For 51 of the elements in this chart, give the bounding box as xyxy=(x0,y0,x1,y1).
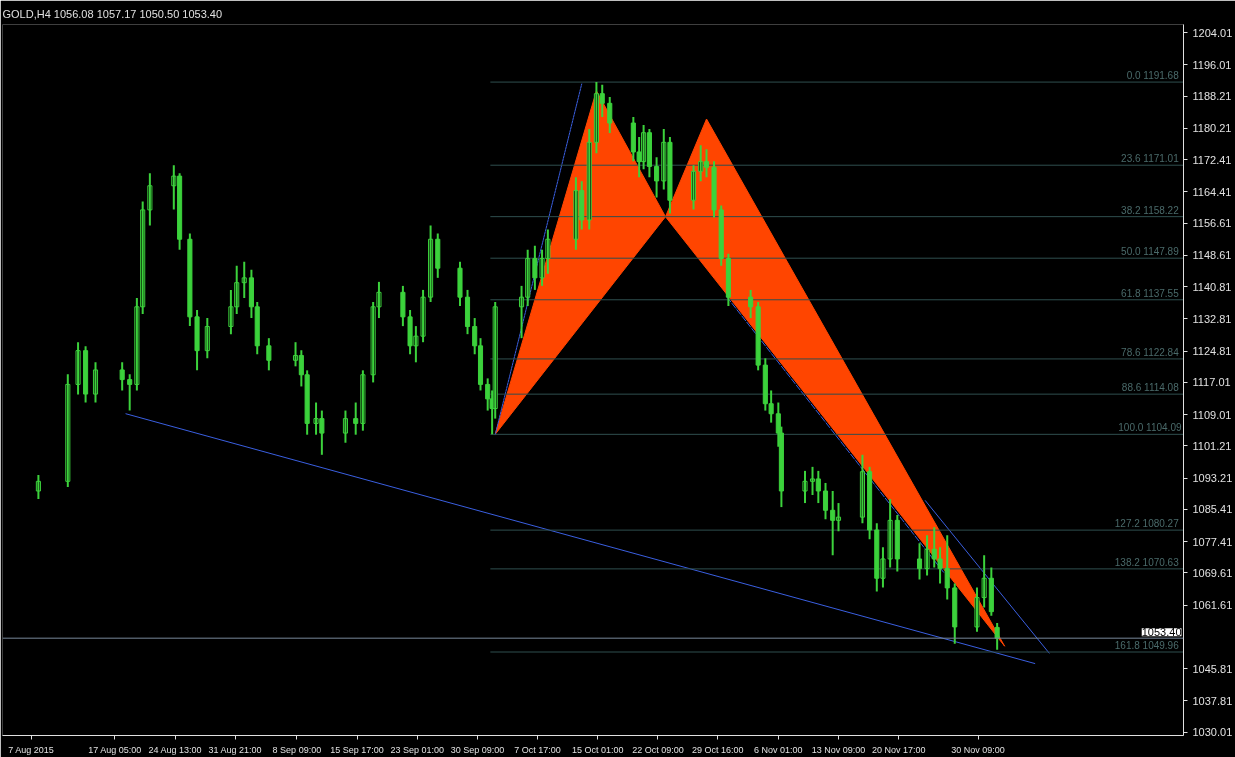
y-tick-label: 1140.81 xyxy=(1192,280,1232,293)
y-tick-label: 1124.81 xyxy=(1192,345,1232,358)
x-tick-label: 31 Aug 21:00 xyxy=(208,744,262,755)
y-tick-label: 1132.81 xyxy=(1192,312,1232,325)
x-tick-label: 17 Aug 05:00 xyxy=(88,744,142,755)
annotation: 138.2 1070.63 xyxy=(1114,556,1180,568)
y-tick-label: 1045.81 xyxy=(1192,662,1233,675)
x-tick-label: 8 Sep 09:00 xyxy=(272,744,322,755)
annotation: 161.8 1049.96 xyxy=(1114,640,1180,652)
x-tick-label: 13 Nov 09:00 xyxy=(811,744,866,755)
annotation: 0.0 1191.68 xyxy=(1126,70,1180,82)
x-tick-label: 24 Aug 13:00 xyxy=(148,744,202,755)
x-tick-label: 15 Sep 17:00 xyxy=(330,744,384,755)
x-tick-label: 30 Nov 09:00 xyxy=(951,744,1005,755)
y-tick-label: 1101.21 xyxy=(1192,439,1232,452)
y-tick-label: 1172.41 xyxy=(1192,153,1232,166)
ref-line-label: 1053.40 xyxy=(1141,626,1182,639)
y-tick-label: 1188.21 xyxy=(1192,90,1232,103)
y-tick-label: 1109.01 xyxy=(1192,408,1232,421)
y-tick-label: 1085.41 xyxy=(1192,503,1233,516)
y-tick-label: 1117.01 xyxy=(1192,376,1231,389)
annotation: 38.2 1158.22 xyxy=(1121,204,1180,216)
x-tick-label: 7 Aug 2015 xyxy=(8,744,54,755)
y-tick-label: 1077.41 xyxy=(1192,535,1233,548)
annotation: 78.6 1122.84 xyxy=(1121,346,1180,358)
x-tick-label: 20 Nov 17:00 xyxy=(871,744,926,755)
y-tick-label: 1156.61 xyxy=(1192,217,1232,230)
y-tick-label: 1061.61 xyxy=(1192,599,1233,612)
x-tick-label: 30 Sep 09:00 xyxy=(450,744,505,755)
y-tick-label: 1148.61 xyxy=(1192,249,1232,262)
annotation: 127.2 1080.27 xyxy=(1114,518,1180,530)
y-tick-label: 1093.21 xyxy=(1192,472,1233,485)
annotation: 50.0 1147.89 xyxy=(1121,246,1180,258)
x-tick-label: 15 Oct 01:00 xyxy=(572,744,624,755)
y-tick-label: 1180.21 xyxy=(1192,122,1232,135)
chart-title: GOLD,H4 1056.08 1057.17 1050.50 1053.40 xyxy=(2,7,223,20)
x-tick-label: 23 Sep 01:00 xyxy=(390,744,445,755)
y-tick-label: 1196.01 xyxy=(1192,58,1232,71)
annotation: 61.8 1137.55 xyxy=(1121,287,1180,299)
x-tick-label: 29 Oct 16:00 xyxy=(692,744,744,755)
y-tick-label: 1030.01 xyxy=(1192,726,1233,739)
x-tick-label: 7 Oct 17:00 xyxy=(514,744,561,755)
annotation: 88.6 1114.08 xyxy=(1121,382,1180,394)
y-tick-label: 1037.81 xyxy=(1192,694,1233,707)
y-tick-label: 1069.61 xyxy=(1192,566,1233,579)
annotation: 100.0 1104.09 xyxy=(1118,422,1182,434)
annotation: 23.6 1171.01 xyxy=(1121,153,1180,165)
x-tick-label: 22 Oct 09:00 xyxy=(632,744,684,755)
y-tick-label: 1164.41 xyxy=(1192,185,1232,198)
x-tick-label: 6 Nov 01:00 xyxy=(754,744,803,755)
y-tick-label: 1204.01 xyxy=(1192,26,1233,39)
